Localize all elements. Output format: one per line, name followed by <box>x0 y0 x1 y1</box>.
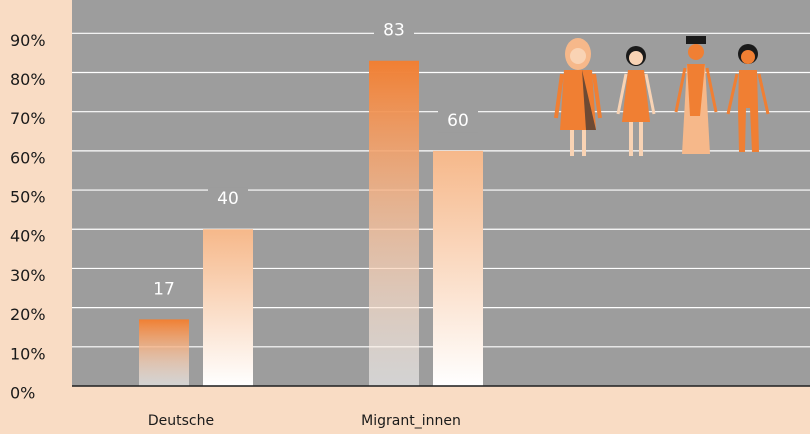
value-label: 60 <box>447 111 469 131</box>
y-tick-label: 20% <box>10 305 46 324</box>
bar <box>433 150 483 386</box>
y-tick-label: 90% <box>10 31 46 50</box>
value-label: 40 <box>217 189 239 209</box>
value-label-background <box>144 277 184 302</box>
x-tick-label: Deutsche <box>148 413 214 429</box>
bar <box>139 319 189 386</box>
value-label: 17 <box>153 279 175 299</box>
y-tick-label: 30% <box>10 266 46 285</box>
x-tick-label: Migrant_innen <box>361 413 461 429</box>
y-tick-label: 80% <box>10 70 46 89</box>
value-label: 83 <box>383 21 405 41</box>
y-tick-label: 50% <box>10 188 46 207</box>
bar <box>203 229 253 386</box>
value-label-background <box>438 108 478 133</box>
y-tick-label: 10% <box>10 344 46 363</box>
people-illustration <box>554 36 770 156</box>
y-tick-label: 0% <box>10 384 35 403</box>
value-label-background <box>208 187 248 212</box>
y-tick-label: 70% <box>10 109 46 128</box>
value-label-background <box>374 18 414 43</box>
y-tick-label: 40% <box>10 227 46 246</box>
bar <box>369 60 419 386</box>
y-tick-label: 60% <box>10 148 46 167</box>
